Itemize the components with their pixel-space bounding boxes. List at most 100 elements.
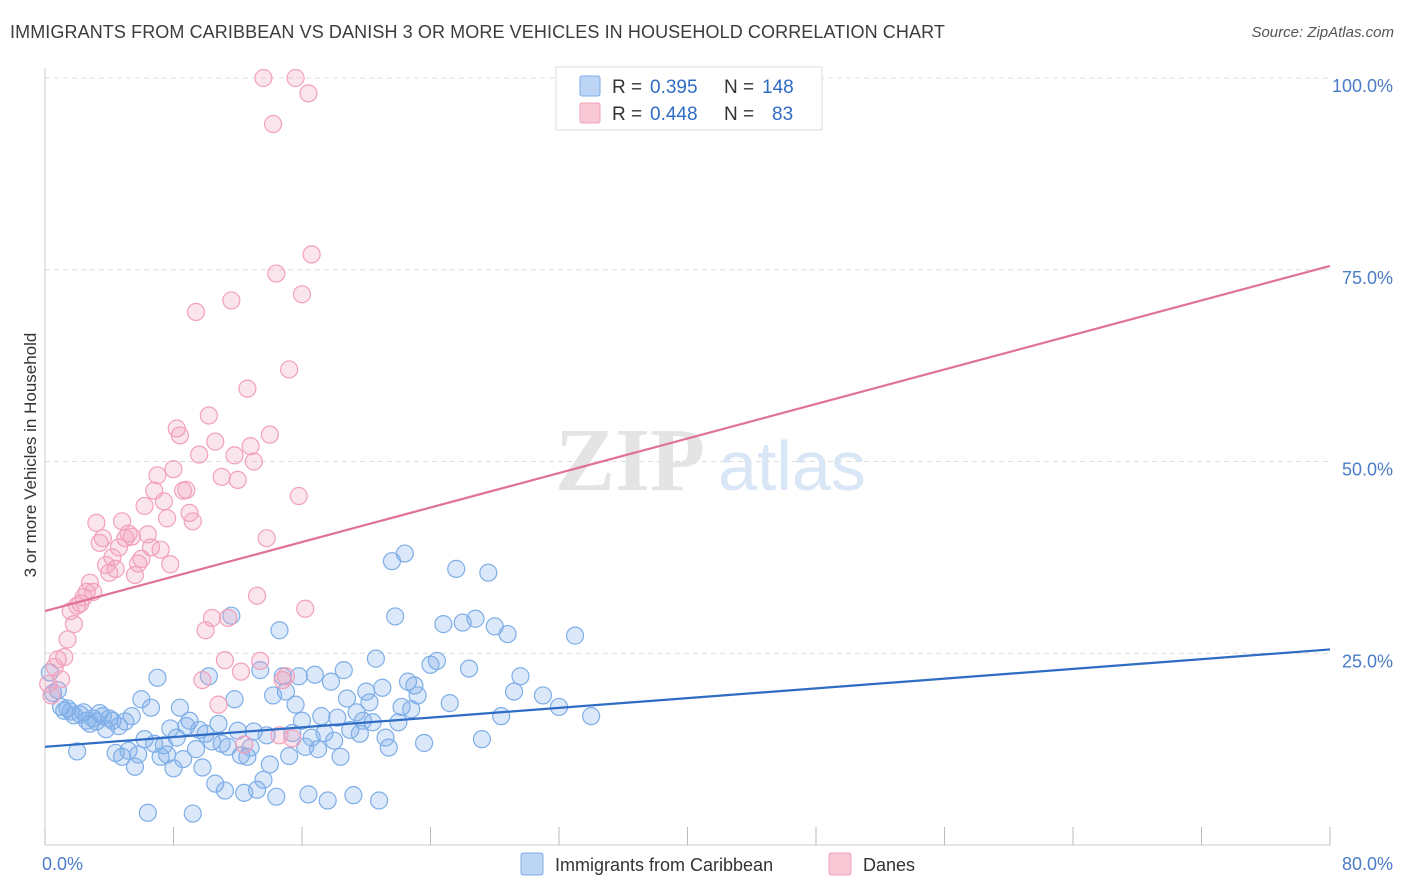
point-0-0 [40, 663, 59, 682]
trend-line-0 [44, 648, 1331, 748]
point-0-65 [251, 661, 270, 680]
point-0-130 [511, 667, 530, 686]
point-0-93 [341, 720, 360, 740]
point-0-86 [318, 791, 337, 810]
point-0-104 [376, 728, 395, 747]
x-tick-label-0: 0.0% [42, 854, 83, 874]
point-0-117 [427, 651, 447, 671]
point-1-52 [206, 432, 225, 451]
point-1-1 [42, 686, 61, 705]
point-0-125 [479, 563, 498, 582]
point-1-71 [267, 264, 286, 283]
point-0-45 [186, 740, 206, 759]
series-danes-points [39, 68, 321, 754]
point-1-55 [215, 651, 234, 670]
y-axis-label: 3 or more Vehicles in Household [21, 333, 40, 578]
point-0-30 [138, 803, 157, 822]
point-1-15 [87, 513, 106, 532]
point-0-89 [328, 708, 347, 727]
point-0-76 [286, 695, 305, 714]
y-tick-label-1: 50.0% [1342, 460, 1393, 480]
point-0-107 [386, 607, 405, 626]
point-1-6 [58, 630, 77, 649]
stats-legend: R = 0.395 N = 148 R = 0.448 N = 83 [555, 66, 823, 131]
point-0-84 [312, 707, 331, 726]
point-0-52 [209, 714, 228, 733]
point-0-41 [174, 749, 193, 769]
point-1-43 [177, 480, 196, 499]
point-0-40 [170, 698, 190, 717]
point-1-56 [219, 608, 238, 628]
point-0-44 [183, 804, 202, 823]
y-tick-label-2: 75.0% [1342, 268, 1393, 288]
point-1-21 [106, 559, 125, 578]
point-1-76 [283, 729, 302, 748]
legend-r-label-1: R = [612, 104, 642, 125]
legend-swatch-danes [579, 102, 601, 124]
point-0-56 [222, 606, 241, 625]
point-0-114 [408, 686, 427, 705]
point-1-5 [55, 647, 74, 667]
point-0-88 [325, 731, 344, 750]
bottom-legend-swatch-danes [828, 852, 852, 876]
point-0-127 [492, 707, 511, 726]
point-0-78 [292, 711, 312, 730]
legend-n-label-1: N = [724, 104, 754, 125]
point-0-59 [231, 746, 251, 765]
point-1-82 [302, 245, 321, 264]
point-1-62 [238, 379, 257, 398]
point-1-35 [151, 540, 170, 559]
point-1-78 [289, 486, 308, 506]
point-1-20 [103, 548, 122, 567]
point-1-54 [212, 467, 231, 486]
point-0-70 [267, 787, 286, 806]
legend-n-value-0: 148 [762, 77, 794, 98]
point-1-75 [280, 360, 299, 379]
point-0-94 [344, 786, 363, 805]
point-0-119 [440, 694, 459, 713]
point-1-67 [254, 68, 273, 88]
point-1-60 [231, 662, 251, 681]
y-tick-label-0: 25.0% [1342, 651, 1393, 671]
point-0-38 [164, 759, 183, 778]
bottom-legend-label-caribbean: Immigrants from Caribbean [555, 855, 773, 875]
point-1-65 [247, 586, 267, 605]
point-1-81 [299, 84, 318, 103]
point-1-45 [183, 512, 202, 531]
point-0-25 [122, 707, 141, 726]
point-0-83 [308, 740, 328, 759]
point-0-66 [254, 770, 273, 789]
point-1-46 [186, 302, 206, 322]
point-1-69 [260, 425, 279, 444]
point-0-71 [270, 621, 289, 640]
point-0-73 [276, 682, 296, 701]
point-1-68 [257, 529, 276, 548]
point-0-101 [366, 649, 385, 668]
point-0-27 [129, 745, 148, 764]
point-1-36 [154, 492, 173, 511]
point-1-41 [170, 426, 190, 445]
point-0-108 [389, 713, 408, 732]
y-tick-labels: 25.0% 50.0% 75.0% 100.0% [1332, 76, 1393, 671]
point-1-27 [125, 565, 145, 585]
point-1-77 [286, 68, 305, 88]
point-0-122 [459, 659, 479, 678]
point-0-82 [305, 665, 324, 684]
point-1-57 [222, 291, 241, 310]
point-0-113 [405, 676, 424, 695]
point-1-80 [296, 599, 315, 618]
point-1-38 [161, 555, 180, 574]
point-0-134 [582, 707, 601, 726]
point-1-17 [93, 529, 112, 548]
point-0-91 [334, 661, 353, 680]
point-1-70 [263, 114, 283, 134]
point-1-34 [148, 466, 167, 485]
point-0-80 [299, 785, 318, 804]
point-0-123 [466, 609, 485, 628]
point-1-26 [122, 527, 141, 546]
point-0-103 [373, 678, 392, 697]
point-0-131 [533, 686, 553, 705]
trend-lines [44, 264, 1331, 748]
axes [44, 68, 1331, 846]
x-tick-label-1: 80.0% [1342, 854, 1393, 874]
